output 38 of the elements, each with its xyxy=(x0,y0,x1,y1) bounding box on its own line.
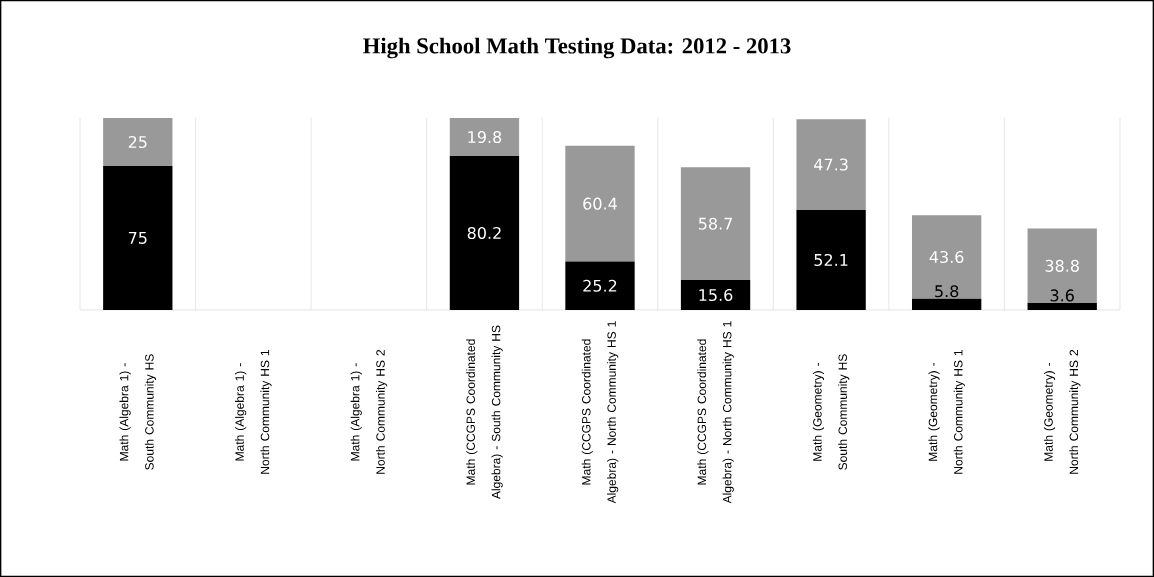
data-label: 19.8 xyxy=(468,130,502,144)
bar xyxy=(1027,303,1097,310)
bar xyxy=(565,145,635,262)
chart-title: High School Math Testing Data: 2012 - 2013 xyxy=(363,37,791,59)
data-label: 15.6 xyxy=(699,288,733,302)
bar xyxy=(103,117,173,166)
bar xyxy=(796,209,866,310)
data-label: 60.4 xyxy=(583,197,617,210)
data-label: 5.8 xyxy=(935,285,959,298)
bar xyxy=(1027,228,1097,304)
data-label: 38.8 xyxy=(1045,259,1079,272)
x-tick-label: Math (CCGPS Coordinated Algebra) - South Community HS xyxy=(466,325,503,500)
bar xyxy=(449,117,520,157)
bar xyxy=(565,261,635,310)
data-label: 25.2 xyxy=(583,279,617,292)
data-label: 52.1 xyxy=(814,253,848,267)
x-tick-label: Math (CCGPS Coordinated Algebra) - North Community HS 1 xyxy=(581,321,619,504)
bar xyxy=(103,165,173,310)
data-label: 58.7 xyxy=(698,217,732,230)
x-tick-label: Math (CCGPS Coordinated Algebra) - North Community HS 1 xyxy=(697,321,734,504)
data-label: 47.3 xyxy=(814,158,848,171)
data-label: 3.6 xyxy=(1050,289,1074,302)
x-tick-label: Math (Algebra 1) - South Community HS xyxy=(119,354,157,470)
bar xyxy=(449,156,520,310)
data-label: 75 xyxy=(128,232,147,244)
bar xyxy=(680,280,751,310)
data-label: 43.6 xyxy=(929,250,964,264)
data-label: 25 xyxy=(128,135,147,149)
bar xyxy=(911,298,982,310)
x-tick-label: Math (Algebra 1) -North Community HS 1 xyxy=(235,349,272,474)
x-tick-label: Math (Geometry) - North Community HS 1 xyxy=(928,349,965,474)
x-tick-label: Math (Algebra 1) -North Community HS 2 xyxy=(350,349,388,474)
bar xyxy=(911,215,982,299)
x-tick-label: Math (Geometry) - North Community HS 2 xyxy=(1043,349,1081,474)
x-tick-label: Math (Geometry) - South Community HS xyxy=(812,354,850,470)
bar xyxy=(680,167,751,281)
bar xyxy=(796,119,866,210)
data-label: 80.2 xyxy=(467,226,501,240)
